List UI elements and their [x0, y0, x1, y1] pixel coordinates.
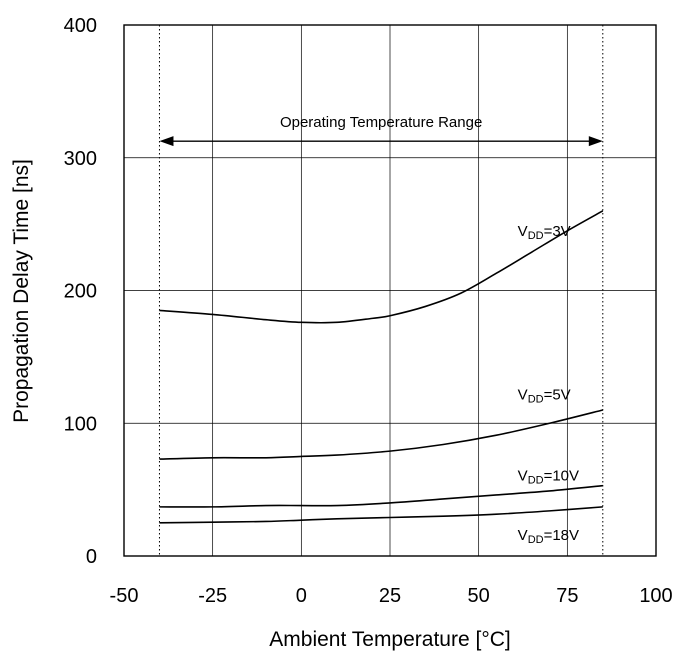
series-label: VDD=3V: [518, 223, 571, 242]
series-labels: VDD=3V VDD=5V VDD=10V VDD=18V: [518, 223, 579, 546]
range-arrow-right-head: [588, 136, 603, 147]
x-tick-label: 75: [556, 585, 578, 607]
y-axis-label: Propagation Delay Time [ns]: [10, 159, 33, 423]
y-tick-labels: 0 100 200 300 400: [64, 15, 97, 568]
x-tick-label: 25: [379, 585, 401, 607]
series-label: VDD=10V: [518, 467, 579, 486]
y-tick-label: 0: [86, 546, 97, 568]
series-line: [159, 506, 603, 524]
operating-range-label: Operating Temperature Range: [280, 114, 482, 131]
series-label: VDD=5V: [518, 386, 571, 405]
y-tick-label: 200: [64, 281, 97, 303]
series-line: [159, 484, 603, 508]
x-tick-labels: -50 -25 0 25 50 75 100: [110, 585, 673, 607]
grid-lines: [124, 25, 656, 556]
x-tick-label: 0: [296, 585, 307, 607]
series-line: [159, 210, 604, 324]
x-axis-label: Ambient Temperature [°C]: [269, 628, 510, 651]
range-arrow-left-head: [159, 136, 174, 147]
series-line: [159, 409, 603, 460]
y-tick-label: 400: [64, 15, 97, 37]
x-tick-label: -25: [198, 585, 227, 607]
y-tick-label: 100: [64, 413, 97, 435]
operating-range-annotation: Operating Temperature Range: [159, 114, 603, 147]
x-tick-label: 50: [468, 585, 490, 607]
series-lines: [159, 210, 604, 524]
operating-range-lines: [158, 25, 604, 556]
x-tick-label: 100: [639, 585, 672, 607]
x-tick-label: -50: [110, 585, 139, 607]
y-tick-label: 300: [64, 148, 97, 170]
series-label: VDD=18V: [518, 527, 579, 546]
